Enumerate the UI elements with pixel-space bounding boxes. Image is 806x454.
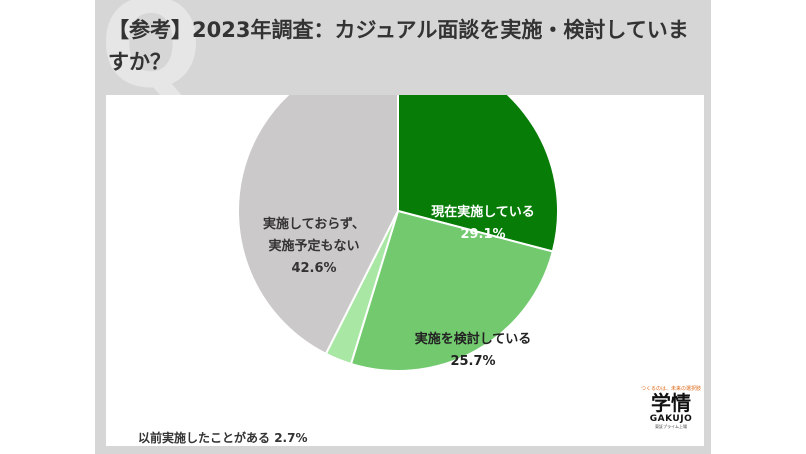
logo-tagline: つくるのは、未来の選択肢 xyxy=(641,386,701,392)
gakujo-logo: つくるのは、未来の選択肢 学情 GAKUJO 東証プライム上場 xyxy=(640,385,702,443)
slice-value-label-1: 25.7% xyxy=(450,354,495,369)
slice-name-label-3: 実施しておらず、 xyxy=(263,216,365,232)
outside-slice-label-value: 2.7% xyxy=(274,431,308,445)
slice-value-label-3: 42.6% xyxy=(291,261,336,276)
outside-slice-label: 以前実施したことがある 2.7% xyxy=(138,429,307,446)
pie-slice-0 xyxy=(397,95,559,253)
outside-slice-label-text: 以前実施したことがある xyxy=(138,431,271,445)
logo-main: 学情 xyxy=(651,391,691,415)
logo-sub: GAKUJO xyxy=(649,414,693,424)
pie-chart: 現在実施している 29.1% 実施を検討している 25.7% 実施しておらず、実施予定も… xyxy=(237,95,559,372)
q-watermark: Q xyxy=(100,0,203,115)
page-title: 【参考】2023年調査：カジュアル面談を実施・検討していますか？ xyxy=(108,18,689,74)
pie-slice-1 xyxy=(349,209,555,372)
logo-caption: 東証プライム上場 xyxy=(655,424,687,429)
slice-name-label-0: 現在実施している xyxy=(431,204,535,220)
chart-panel: 現在実施している 29.1% 実施を検討している 25.7% 実施しておらず、 実施予定も… xyxy=(106,95,704,446)
slice-name-label-1: 実施を検討している xyxy=(415,331,532,347)
slice-name-label-3: 実施予定もない xyxy=(268,238,359,254)
slice-value-label-0: 29.1% xyxy=(460,227,505,242)
pie-slice-3 xyxy=(237,95,399,356)
